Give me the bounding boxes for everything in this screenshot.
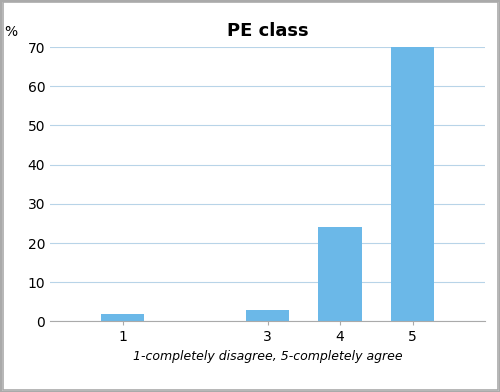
Y-axis label: %: % <box>4 25 18 39</box>
Title: PE class: PE class <box>226 22 308 40</box>
Bar <box>101 314 144 321</box>
Bar <box>246 310 289 321</box>
Bar <box>391 47 434 321</box>
X-axis label: 1-completely disagree, 5-completely agree: 1-completely disagree, 5-completely agre… <box>132 350 402 363</box>
Bar <box>318 227 362 321</box>
